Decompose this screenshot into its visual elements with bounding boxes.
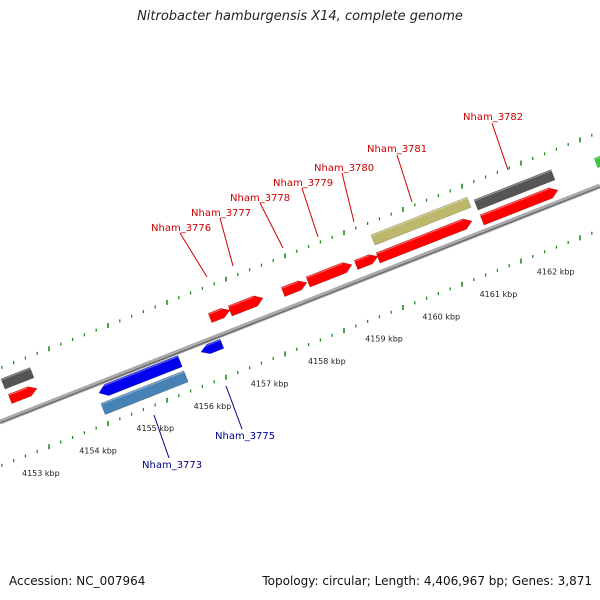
forward-gene-labels: Nham_3776 Nham_3777 Nham_3778 Nham_3779 … <box>151 112 523 234</box>
gene-label-nham-3781[interactable]: Nham_3781 <box>367 144 427 155</box>
gene-gray-right-shape <box>473 169 556 211</box>
gene-gray-right-highlight <box>474 169 552 202</box>
leader-nham-3775 <box>225 385 243 430</box>
genome-backbone <box>0 183 600 425</box>
gene-nham-3775[interactable] <box>199 338 225 357</box>
kbp-label: 4158 kbp <box>308 357 346 366</box>
gene-nham-3773-highlight <box>100 371 185 405</box>
backbone-shadow <box>0 186 600 424</box>
kbp-label: 4162 kbp <box>537 268 575 277</box>
gene-nham-3774-shape <box>98 355 183 396</box>
gene-nham-3776-highlight <box>208 308 222 315</box>
gene-nham-3781-highlight <box>376 219 464 255</box>
gene-nham-3778-shape <box>280 280 308 298</box>
map-title: Nitrobacter hamburgensis X14, complete g… <box>137 9 463 24</box>
gene-label-nham-3778[interactable]: Nham_3778 <box>230 193 290 204</box>
gene-nham-3781-shape <box>375 218 473 264</box>
gene-label-nham-3775[interactable]: Nham_3775 <box>215 431 275 442</box>
gene-khaki-highlight <box>371 197 468 237</box>
gene-label-nham-3782[interactable]: Nham_3782 <box>463 112 523 123</box>
backbone-line <box>0 183 600 425</box>
kbp-labels: 4153 kbp 4154 kbp 4155 kbp 4156 kbp 4157 kbp… <box>22 268 575 478</box>
kbp-label: 4161 kbp <box>480 290 518 299</box>
kbp-label: 4153 kbp <box>22 469 60 478</box>
gene-label-nham-3776[interactable]: Nham_3776 <box>151 223 211 234</box>
gene-nham-3774-highlight <box>96 355 179 389</box>
gene-nham-3776[interactable] <box>207 305 232 324</box>
gene-nham-3780-shape <box>353 254 379 271</box>
gene-nham-3778[interactable] <box>280 278 309 298</box>
kbp-label: 4156 kbp <box>194 402 232 411</box>
reverse-gene-labels: Nham_3773 Nham_3775 <box>142 431 275 471</box>
gene-nham-3779-shape <box>305 262 353 288</box>
gene-left-red-shape <box>7 386 38 405</box>
gene-left-gray-highlight <box>1 367 31 381</box>
gene-nham-3777-highlight <box>228 296 255 308</box>
leader-nham-3781 <box>396 154 413 203</box>
kbp-label: 4160 kbp <box>422 312 460 321</box>
gene-nham-3773[interactable] <box>100 370 189 415</box>
accession-text: Accession: NC_007964 <box>9 574 146 588</box>
gene-nham-3777-shape <box>227 295 264 317</box>
outer-tick-ring <box>1 133 593 369</box>
kbp-label: 4154 kbp <box>79 447 117 456</box>
leader-nham-3782 <box>491 122 509 171</box>
gene-green-edge[interactable] <box>593 154 600 169</box>
gene-nham-3782[interactable] <box>479 185 560 226</box>
gene-nham-3779-highlight <box>306 262 344 279</box>
gene-nham-3778-highlight <box>281 281 299 289</box>
gene-nham-3773-shape <box>100 370 189 415</box>
gene-nham-3779[interactable] <box>305 260 354 288</box>
gene-green-edge-shape <box>593 154 600 169</box>
gene-nham-3781[interactable] <box>375 216 474 264</box>
gene-label-nham-3777[interactable]: Nham_3777 <box>191 208 251 219</box>
gene-left-gray[interactable] <box>0 367 35 390</box>
kbp-label: 4159 kbp <box>365 335 403 344</box>
gene-khaki[interactable] <box>370 196 472 246</box>
genome-summary-text: Topology: circular; Length: 4,406,967 bp… <box>262 574 592 588</box>
leader-nham-3779 <box>301 187 319 238</box>
leader-nham-3778 <box>259 202 284 249</box>
gene-nham-3780[interactable] <box>353 252 380 271</box>
leader-nham-3777 <box>219 217 234 267</box>
gene-nham-3775-highlight <box>199 339 221 349</box>
gene-nham-3780-highlight <box>354 254 370 262</box>
gene-label-nham-3780[interactable]: Nham_3780 <box>314 163 374 174</box>
gene-nham-3782-highlight <box>480 188 550 217</box>
gene-label-nham-3779[interactable]: Nham_3779 <box>273 178 333 189</box>
kbp-label: 4157 kbp <box>251 379 289 388</box>
kbp-label: 4155 kbp <box>136 424 174 433</box>
gene-left-red-highlight <box>8 387 29 396</box>
gene-nham-3776-shape <box>207 308 231 324</box>
leader-nham-3773 <box>153 414 170 459</box>
gene-left-gray-shape <box>0 367 35 390</box>
inner-tick-ring <box>1 231 593 467</box>
gene-nham-3775-shape <box>200 338 225 355</box>
gene-nham-3774[interactable] <box>96 355 183 399</box>
gene-gray-right[interactable] <box>473 169 556 211</box>
gene-nham-3782-shape <box>479 187 559 226</box>
gene-features <box>0 154 600 415</box>
gene-label-nham-3773[interactable]: Nham_3773 <box>142 460 202 471</box>
gene-khaki-shape <box>370 196 472 246</box>
gene-left-red[interactable] <box>7 384 39 405</box>
label-leaders <box>153 122 509 459</box>
leader-nham-3780 <box>341 172 355 223</box>
gene-nham-3777[interactable] <box>227 293 265 317</box>
leader-nham-3776 <box>179 232 208 278</box>
